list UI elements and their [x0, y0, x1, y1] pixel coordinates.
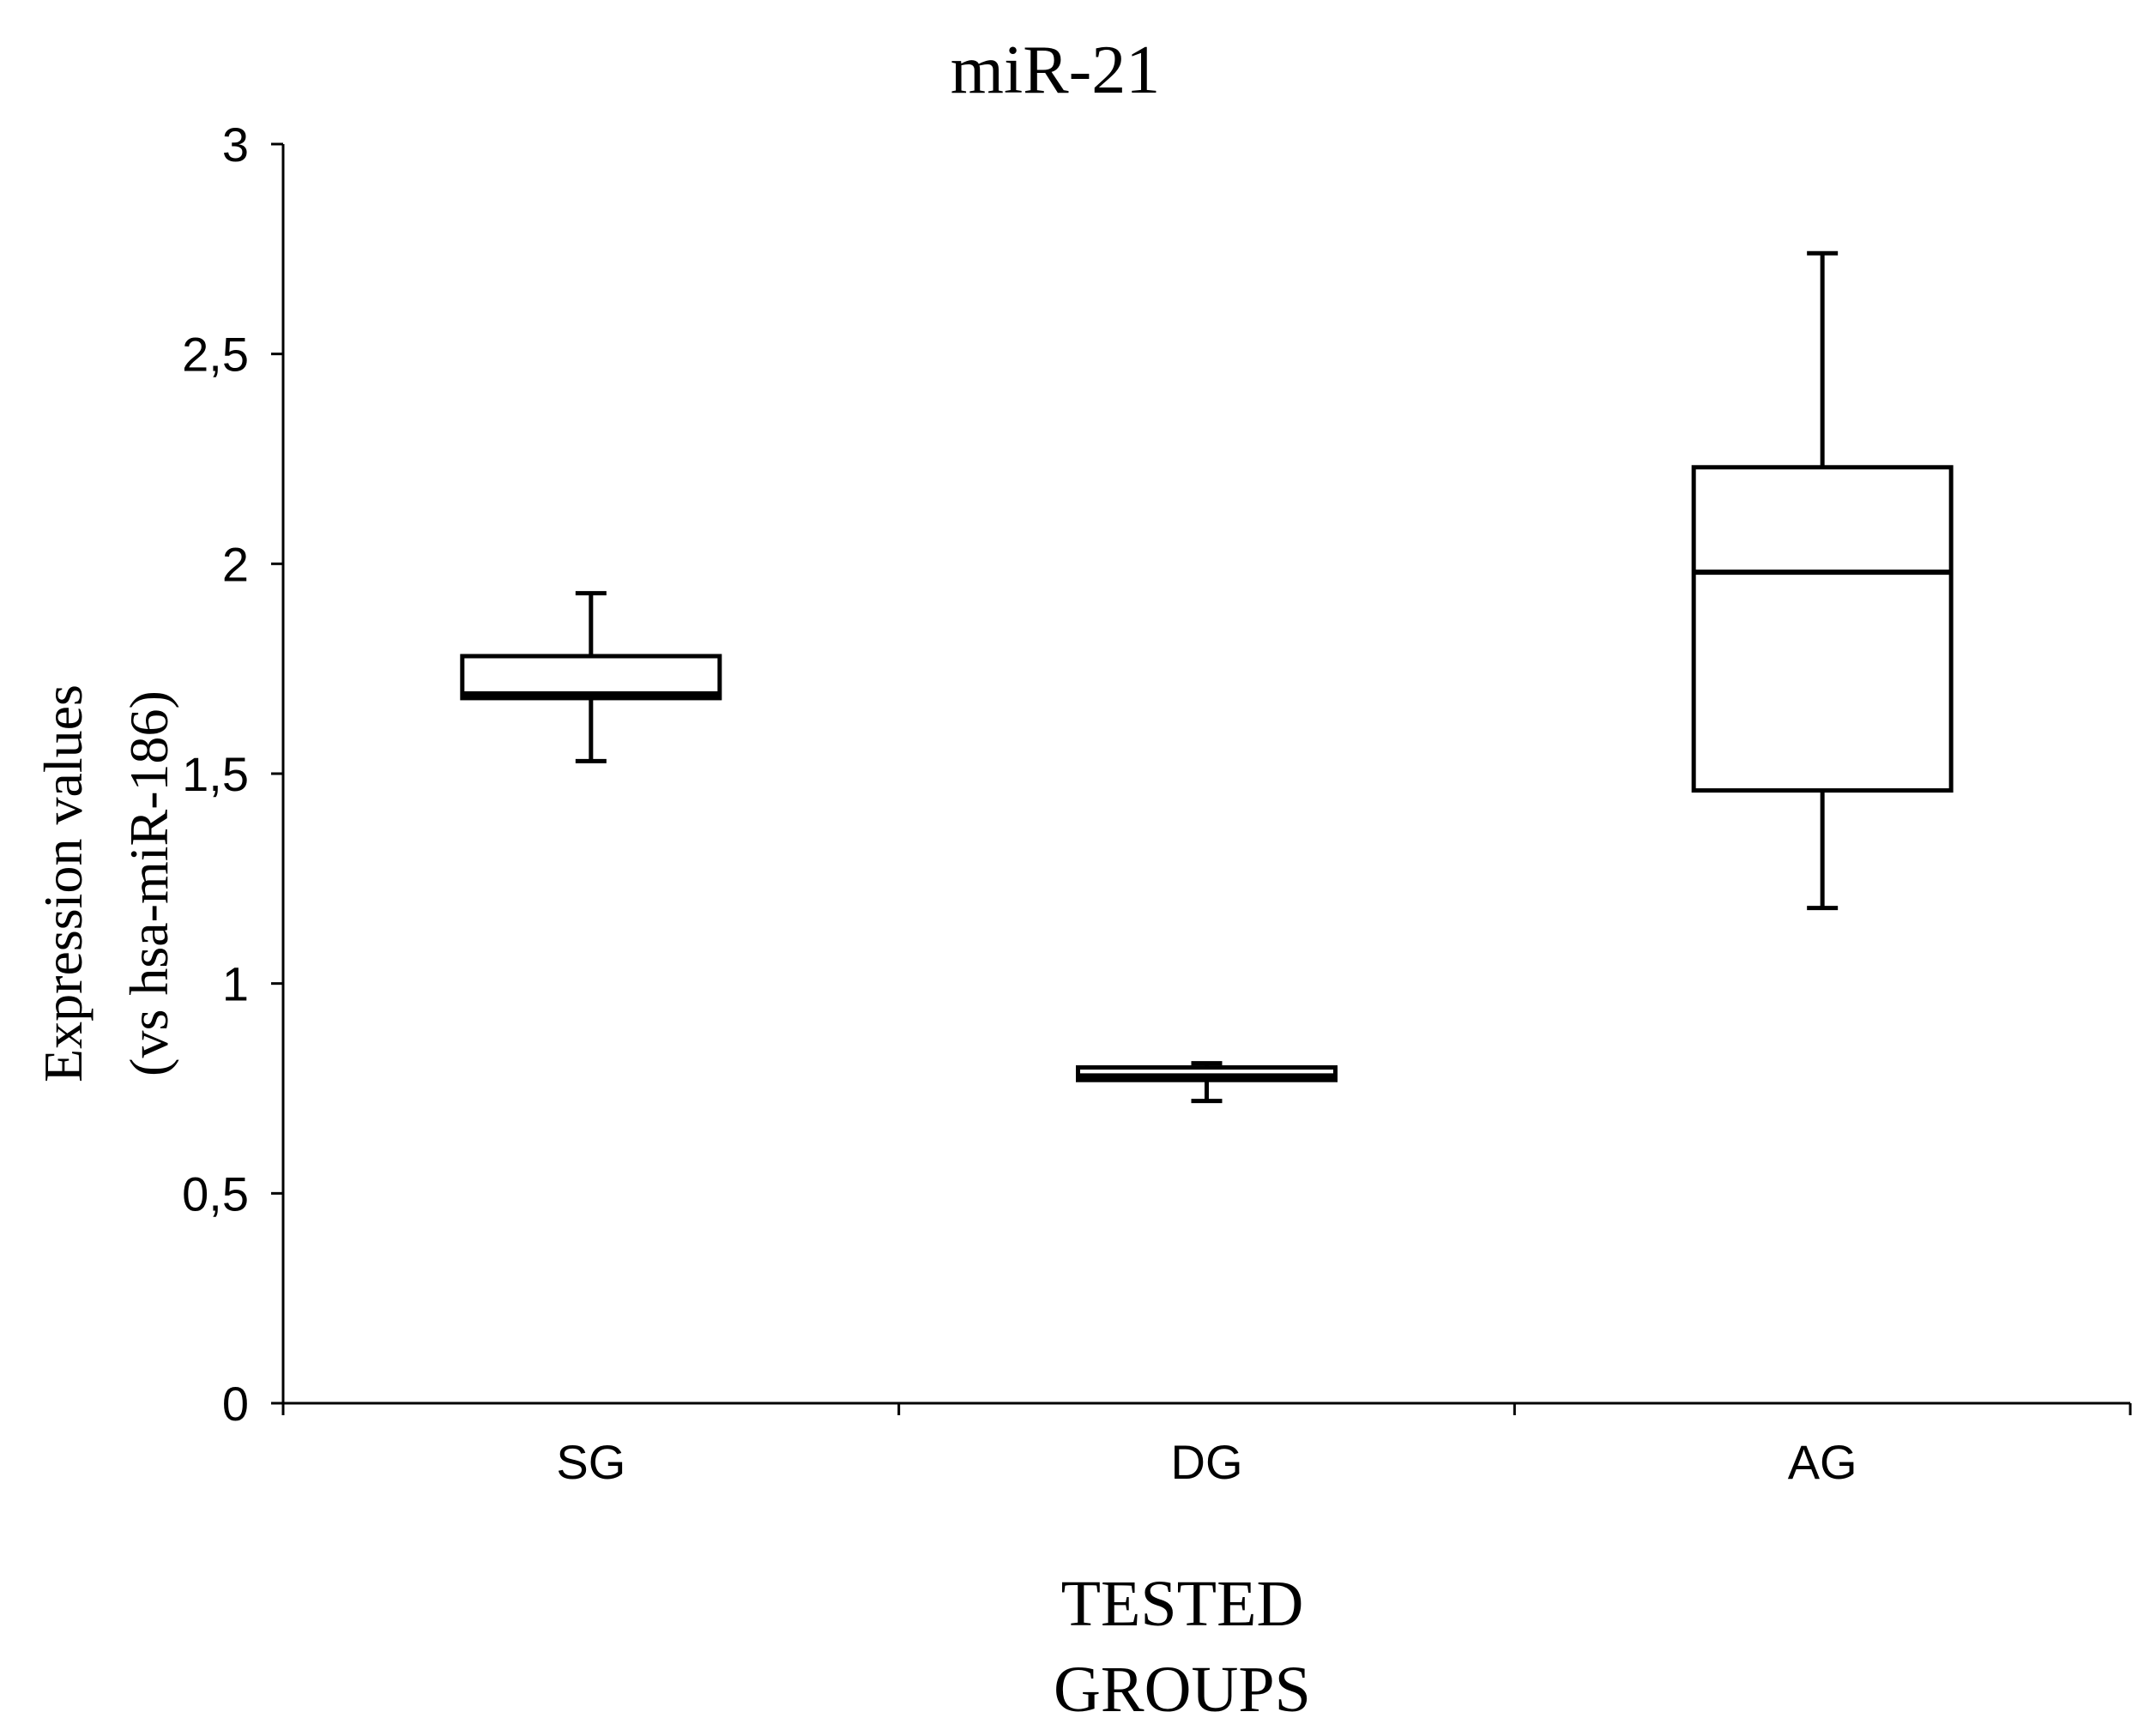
x-ticks: SG DG AG [281, 1403, 2132, 1489]
y-ticks: 0 0,5 1 1,5 2 2,5 3 [182, 118, 283, 1431]
chart-title: miR-21 [951, 33, 1160, 108]
box-ag [1691, 250, 1954, 911]
y-axis-label-line2: (vs hsa-miR-186) [118, 690, 179, 1076]
y-tick-label: 2 [222, 537, 249, 591]
y-axis-label: Expression values (vs hsa-miR-186) [33, 684, 179, 1082]
x-axis-label-line1: TESTED [1061, 1568, 1304, 1640]
boxes [460, 250, 1954, 1104]
y-tick-label: 1,5 [182, 747, 249, 801]
y-tick-label: 0,5 [182, 1166, 249, 1221]
y-tick-label: 1 [222, 957, 249, 1011]
box-iqr [1691, 465, 1954, 793]
x-axis-label-line2: GROUPS [1054, 1654, 1311, 1726]
x-axis-label: TESTED GROUPS [1054, 1568, 1311, 1726]
box-dg [1076, 1061, 1338, 1104]
y-axis-label-line1: Expression values [33, 684, 94, 1082]
y-tick-label: 2,5 [182, 328, 249, 382]
box-iqr [460, 654, 722, 701]
x-tick-label-dg: DG [1171, 1435, 1243, 1489]
y-tick-label: 3 [222, 118, 249, 172]
y-tick-label: 0 [222, 1377, 249, 1431]
x-tick-label-sg: SG [556, 1435, 625, 1489]
x-tick-label-ag: AG [1788, 1435, 1857, 1489]
box-sg [460, 591, 722, 763]
